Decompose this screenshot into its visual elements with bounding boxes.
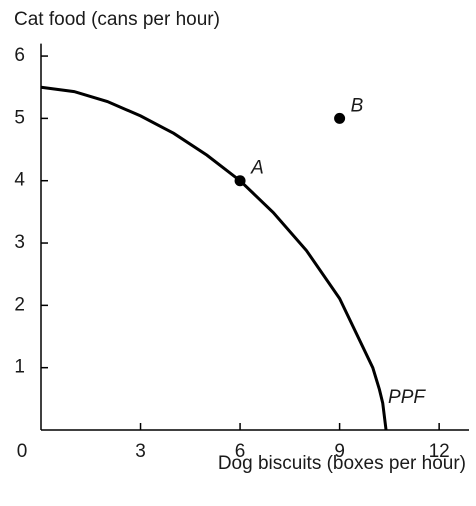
y-tick-label: 3 xyxy=(14,232,25,253)
point-label: A xyxy=(250,158,264,179)
y-tick-label: 2 xyxy=(14,294,25,315)
point xyxy=(334,112,346,124)
x-tick-label: 6 xyxy=(235,441,246,462)
point xyxy=(234,175,246,187)
x-tick-label: 12 xyxy=(429,441,450,462)
y-axis-label: Cat food (cans per hour) xyxy=(14,9,220,30)
x-axis-label: Dog biscuits (boxes per hour) xyxy=(218,453,466,474)
x-tick-label: 9 xyxy=(334,441,345,462)
origin-label: 0 xyxy=(17,441,28,462)
y-tick-label: 5 xyxy=(14,107,25,128)
y-tick-label: 1 xyxy=(14,357,25,378)
ppf-curve xyxy=(40,85,388,431)
y-tick-label: 4 xyxy=(14,170,25,191)
y-tick-label: 6 xyxy=(14,45,25,66)
curve-label: PPF xyxy=(388,387,426,408)
point-label: B xyxy=(351,95,364,116)
x-tick-label: 3 xyxy=(135,441,146,462)
